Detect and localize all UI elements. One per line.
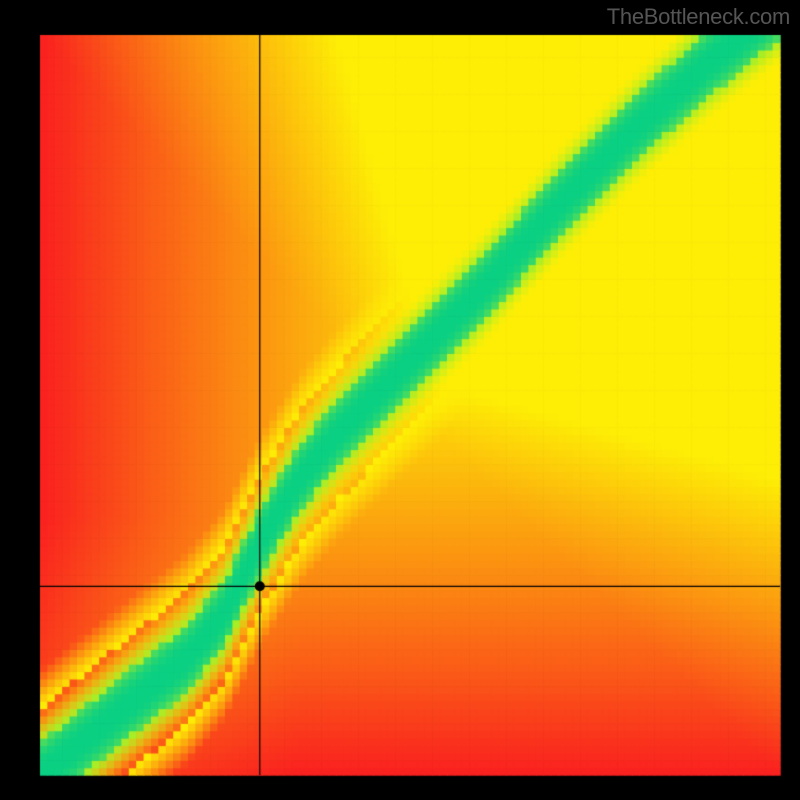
chart-container: { "attribution_text": "TheBottleneck.com… (0, 0, 800, 800)
bottleneck-heatmap (0, 0, 800, 800)
attribution-label: TheBottleneck.com (607, 4, 790, 30)
